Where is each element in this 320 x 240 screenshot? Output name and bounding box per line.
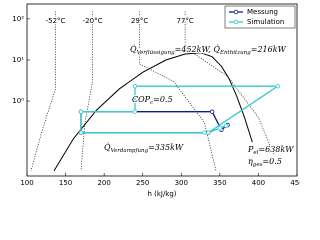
annotation-part: =452kW, [175,45,214,54]
marker [132,83,138,89]
series-line [80,111,228,134]
annotation-part: Verdampfung [111,148,149,154]
legend-marker [233,19,239,25]
annotation-part: η [248,157,253,166]
annotation-part: COP [132,95,151,104]
series-line [80,85,280,134]
isotherm-label: -20°C [83,17,103,25]
x-tick-label: 400 [252,179,265,187]
saturation-curve [53,52,253,172]
x-tick-label: 350 [213,179,226,187]
annotation-part: Q̇ [104,143,111,152]
annotation-part: =0.5 [262,157,281,166]
isotherm-label: -52°C [46,17,66,25]
marker [78,130,84,135]
annotation: Pel=638kW [247,145,294,156]
annotation-part: =216kW [251,45,287,54]
marker [206,130,211,135]
marker [202,130,207,135]
marker [275,83,280,89]
legend-marker [233,9,239,15]
x-tick-label: 100 [20,179,33,187]
annotation-part: el [253,150,258,156]
annotation-part: c [150,100,153,106]
x-axis-label: h (kJ/kg) [147,190,176,198]
annotation: Q̇Verdampfung=335kW [104,143,184,154]
marker [132,109,138,114]
marker [78,109,84,114]
isotherm-label: 77°C [176,17,193,25]
isotherm-label: 29°C [131,17,148,25]
annotation: ηges=0.5 [248,157,282,168]
annotation-part: Enthitzung [219,50,251,56]
x-tick-label: 200 [97,179,110,187]
annotation-part: =638kW [258,145,294,154]
x-tick-label: 300 [175,179,188,187]
isotherm [139,11,217,171]
annotation-part: Q̇ [130,45,137,54]
annotation-part: Q̇ [213,45,220,54]
legend-label: Messung [247,8,278,16]
y-tick-label: 10⁰ [12,97,24,105]
annotation-part: =335kW [148,143,184,152]
annotation: Q̇Verflüssigung=452kW, Q̇Enthitzung=216k… [130,45,287,56]
annotation-part: Verflüssigung [137,50,176,56]
annotation-part: ges [253,162,263,168]
x-tick-label: 250 [136,179,149,187]
y-tick-label: 10¹ [12,56,24,64]
marker [223,123,229,128]
marker [217,125,223,131]
annotation-part: =0.5 [153,95,172,104]
legend-label: Simulation [247,18,284,26]
x-tick-label: 150 [59,179,72,187]
plot-area [30,11,280,172]
plot-frame [26,3,298,177]
isotherm [80,11,93,171]
annotation: COPc=0.5 [132,95,173,106]
annotation-part: P [247,145,254,154]
y-tick-label: 10² [12,15,24,23]
marker [209,109,215,114]
isotherm [30,11,56,171]
x-tick-label: 450 [290,179,300,187]
chart: h (kJ/kg) 100 150 200 250 300 350 400 450 10⁰ 10¹… [12,3,300,198]
